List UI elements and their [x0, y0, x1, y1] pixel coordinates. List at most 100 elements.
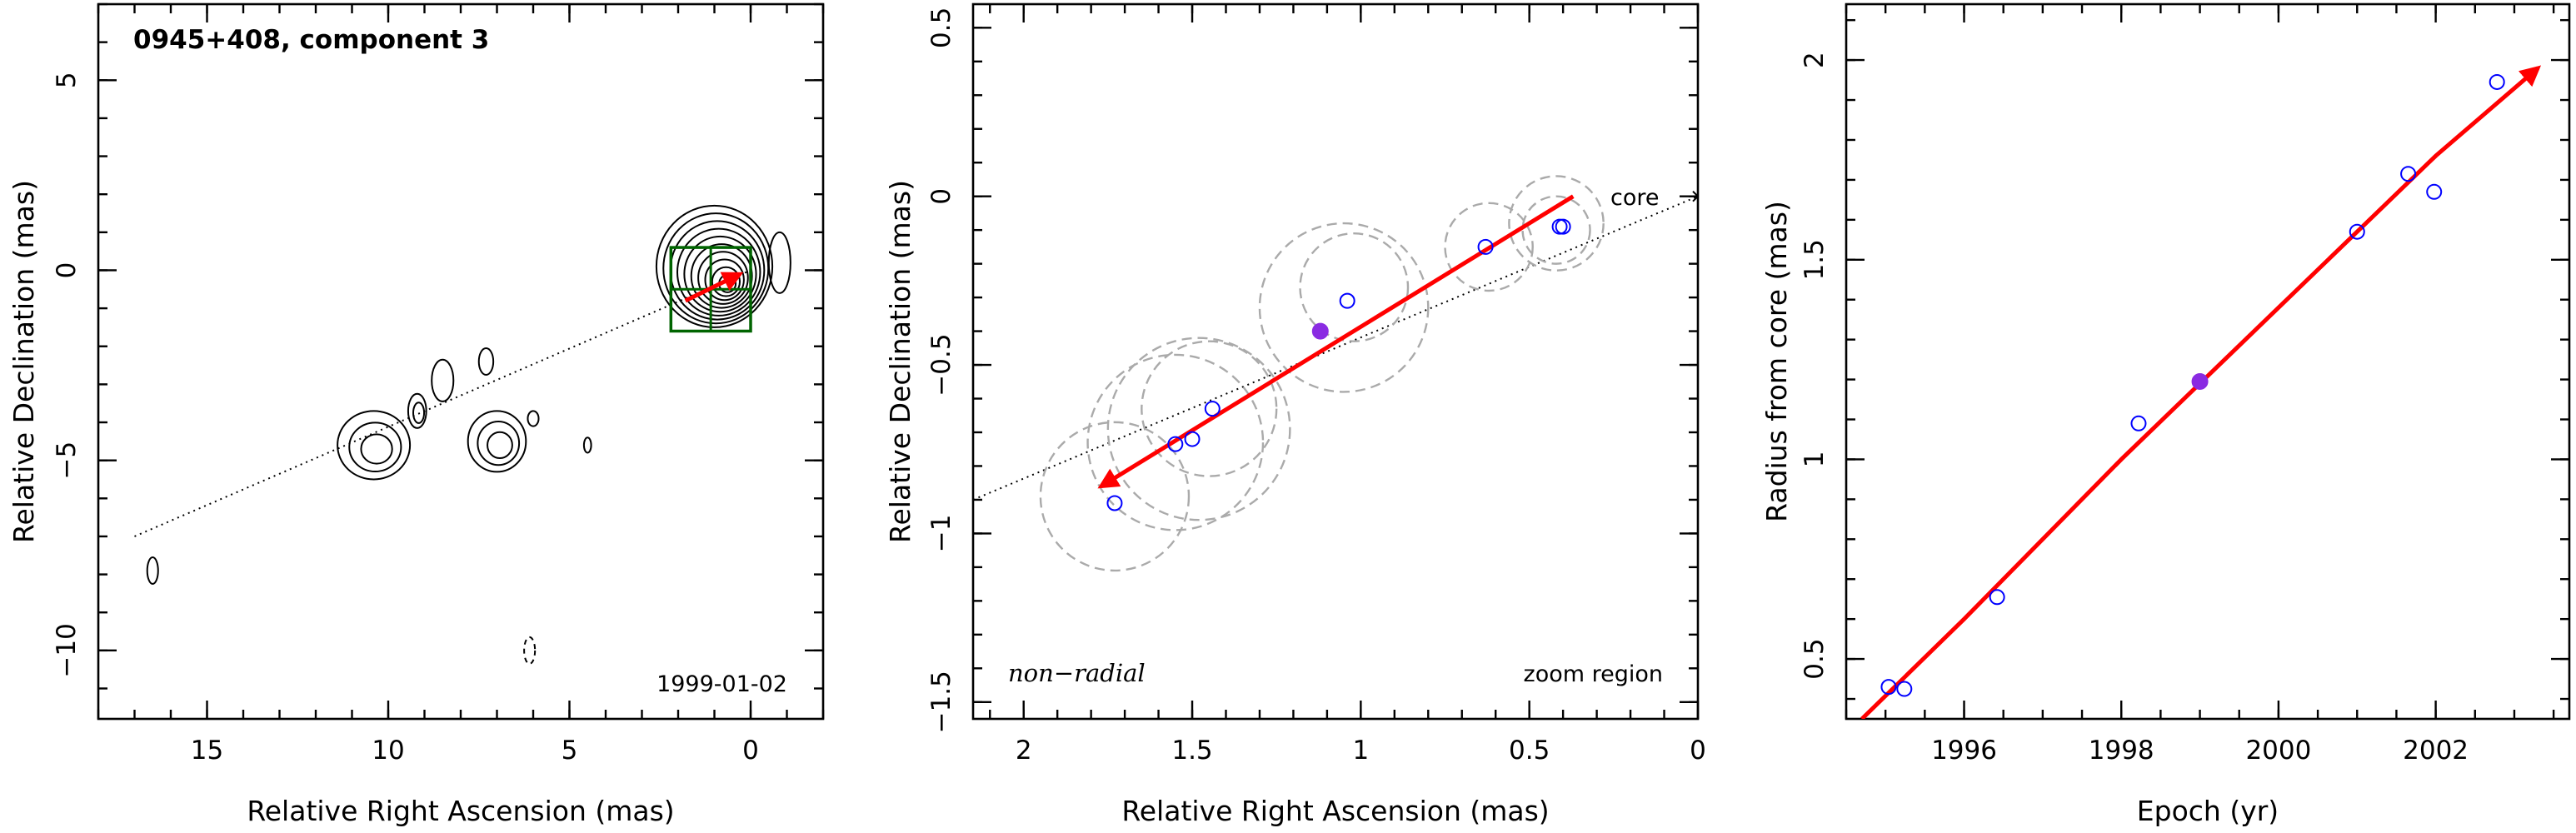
panel-2-x-tick-label: 0.5 [1509, 736, 1550, 766]
panel-1-contour [467, 410, 527, 473]
panel-2-x-tick-label: 2 [1016, 736, 1032, 766]
panel-2-component-size-circle [1106, 337, 1291, 521]
panel-1-contour [676, 227, 761, 317]
panel-1-contour [431, 358, 455, 402]
panel-2-y-tick-label: −1.5 [926, 671, 956, 733]
panel-1: 15 10 5 0 5 0 −5 −10 0945+408, component 3 1999… [7, 2, 825, 827]
panel-1-contour [407, 392, 427, 429]
panel-2-y-tick-label: −0.5 [926, 333, 956, 396]
panel-1-contour [412, 402, 426, 424]
panel-1-contour [146, 556, 159, 585]
panel-1-contour [360, 433, 393, 465]
panel-1-date-annotation: 1999-01-02 [656, 671, 787, 697]
panel-3-radius-point [1989, 589, 2005, 606]
panel-2-nonradial-label: non−radial [1008, 659, 1146, 687]
panel-2-plot-area [973, 175, 1698, 572]
panel-1-contour [767, 231, 791, 294]
panel-2-position-point [1184, 431, 1201, 447]
panel-3-x-tick-label: 2002 [2403, 736, 2469, 766]
panel-3-radius-point [2400, 166, 2417, 182]
panel-1-x-axis-label: Relative Right Ascension (mas) [247, 795, 674, 827]
panel-1-contour [527, 410, 540, 427]
panel-1-x-tick-label: 0 [742, 736, 759, 766]
panel-2-component-size-circle [1521, 195, 1591, 265]
panel-2: 2 1.5 1 0.5 00.50−0.5−1−1.5 core non−radial … [884, 2, 1706, 827]
panel-2-trajectory-line [973, 195, 1698, 501]
panel-3-y-tick-label: 1 [1800, 451, 1830, 468]
panel-2-core-label: core [1610, 185, 1659, 211]
panel-2-position-point [1551, 218, 1568, 235]
panel-3-frame [1845, 2, 2571, 721]
panel-2-component-size-circle [1299, 232, 1410, 342]
panel-3-ticks: 1996 1998 2000 2002 0.5 1 1.5 2 [1800, 4, 2569, 766]
panel-1-y-tick-label: 5 [52, 72, 82, 88]
panel-1-contour [477, 421, 521, 466]
panel-2-position-point [1339, 292, 1355, 309]
panel-3-x-tick-label: 1996 [1931, 736, 1997, 766]
panel-1-contour [655, 204, 774, 328]
panel-2-zoom-label: zoom region [1524, 661, 1663, 687]
panel-3: 1996 1998 2000 2002 0.5 1 1.5 2 Epoch (yr) Radi… [1760, 2, 2571, 827]
panel-3-current-epoch-point [2191, 372, 2209, 390]
panel-1-title: 0945+408, component 3 [133, 25, 489, 55]
panel-2-position-point [1106, 495, 1123, 511]
panel-3-y-tick-label: 1.5 [1800, 239, 1830, 280]
panel-2-position-point [1555, 218, 1571, 235]
panel-1-contour [523, 636, 537, 665]
panel-2-core-marker [1692, 190, 1698, 202]
panel-1-x-tick-label: 15 [191, 736, 223, 766]
panel-2-frame [971, 2, 1700, 721]
panel-1-y-tick-label: −5 [52, 441, 82, 480]
panel-2-y-tick-label: 0.5 [926, 7, 956, 48]
panel-1-contour [348, 421, 402, 473]
panel-1-y-tick-label: 0 [52, 262, 82, 279]
panel-1-ticks: 15 10 5 0 5 0 −5 −10 [52, 2, 825, 766]
panel-1-motion-arrow [684, 272, 744, 303]
panel-2-y-tick-label: −1 [926, 515, 956, 553]
panel-2-x-tick-label: 1.5 [1171, 736, 1212, 766]
panel-3-fit-arrow [1860, 65, 2542, 719]
panel-1-contour [697, 251, 749, 305]
panel-3-x-axis-label: Epoch (yr) [2137, 795, 2279, 827]
panel-1-contour [337, 410, 412, 481]
panel-3-radius-point [2130, 415, 2147, 431]
panel-2-component-size-circle [1086, 353, 1265, 531]
panel-1-y-axis-label: Relative Declination (mas) [7, 180, 40, 543]
panel-1-x-tick-label: 10 [372, 736, 404, 766]
panel-3-radius-point [1896, 681, 1913, 697]
panel-1-contour [683, 235, 757, 313]
panel-1-contour [704, 258, 745, 302]
panel-3-y-axis-label: Radius from core (mas) [1760, 201, 1793, 522]
panel-1-contour [477, 347, 495, 376]
panel-1-frame [97, 2, 825, 721]
panel-2-component-size-circle [1039, 421, 1191, 572]
panel-2-y-tick-label: 0 [926, 188, 956, 205]
panel-2-component-size-circle [1258, 222, 1430, 393]
panel-2-component-size-circle [1508, 175, 1605, 272]
panel-1-y-tick-label: −10 [52, 623, 82, 677]
panel-3-radius-point [2489, 73, 2505, 90]
panel-3-radius-point [1880, 679, 1897, 696]
panel-2-x-tick-label: 1 [1352, 736, 1369, 766]
panel-3-x-tick-label: 1998 [2089, 736, 2154, 766]
panel-3-radius-point [2349, 223, 2365, 240]
panel-2-position-point [1167, 436, 1184, 452]
panel-2-ticks: 2 1.5 1 0.5 0 0.5 0 −0.5 −1 −1.5 [926, 4, 1706, 766]
panel-3-plot-area [1860, 65, 2542, 719]
panel-2-component-size-circle [1444, 202, 1534, 292]
panel-2-x-axis-label: Relative Right Ascension (mas) [1121, 795, 1549, 827]
panel-1-contour [487, 431, 513, 460]
panel-2-y-axis-label: Relative Declination (mas) [884, 180, 916, 543]
panel-3-y-tick-label: 0.5 [1800, 638, 1830, 679]
panel-1-x-tick-label: 5 [562, 736, 578, 766]
panel-3-x-tick-label: 2000 [2245, 736, 2311, 766]
panel-1-contour [582, 436, 592, 454]
panel-2-current-epoch-point [1311, 322, 1329, 340]
panel-1-plot-area [134, 204, 791, 665]
panel-1-trajectory-line [134, 269, 751, 537]
panel-2-x-tick-label: 0 [1690, 736, 1706, 766]
panel-2-component-size-circle [1141, 340, 1278, 477]
panel-3-y-tick-label: 2 [1800, 52, 1830, 68]
panel-2-position-point [1477, 238, 1494, 255]
